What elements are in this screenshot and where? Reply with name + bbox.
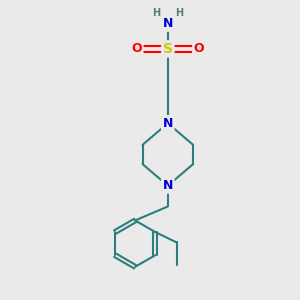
Text: H: H — [152, 8, 160, 18]
Text: O: O — [131, 42, 142, 56]
Text: O: O — [194, 42, 204, 56]
Text: N: N — [163, 117, 173, 130]
Text: N: N — [163, 17, 173, 30]
Text: N: N — [163, 179, 173, 192]
Text: H: H — [175, 8, 183, 18]
Text: S: S — [163, 42, 173, 56]
